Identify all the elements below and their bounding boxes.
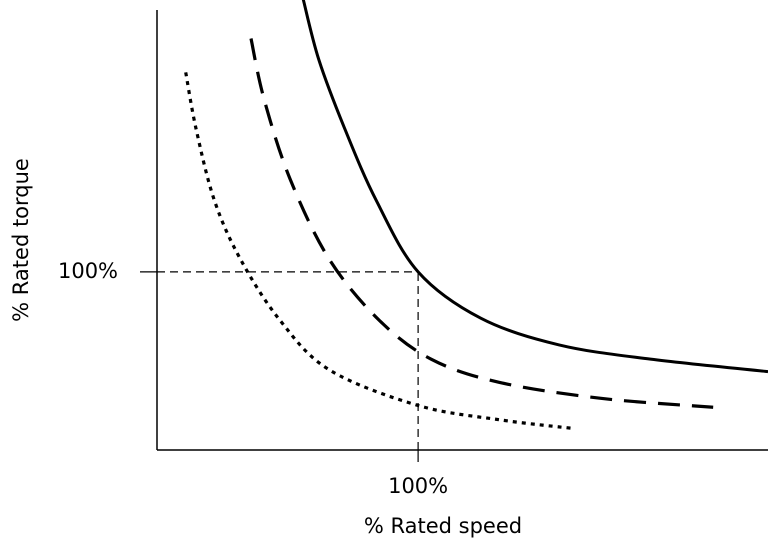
y-axis-label: % Rated torque (9, 158, 33, 322)
curve (184, 72, 575, 431)
curve (249, 38, 714, 409)
x-axis-label: % Rated speed (364, 514, 522, 538)
x-tick-label: 100% (388, 474, 448, 498)
y-tick-label: 100% (58, 259, 118, 283)
curve (301, 0, 768, 374)
